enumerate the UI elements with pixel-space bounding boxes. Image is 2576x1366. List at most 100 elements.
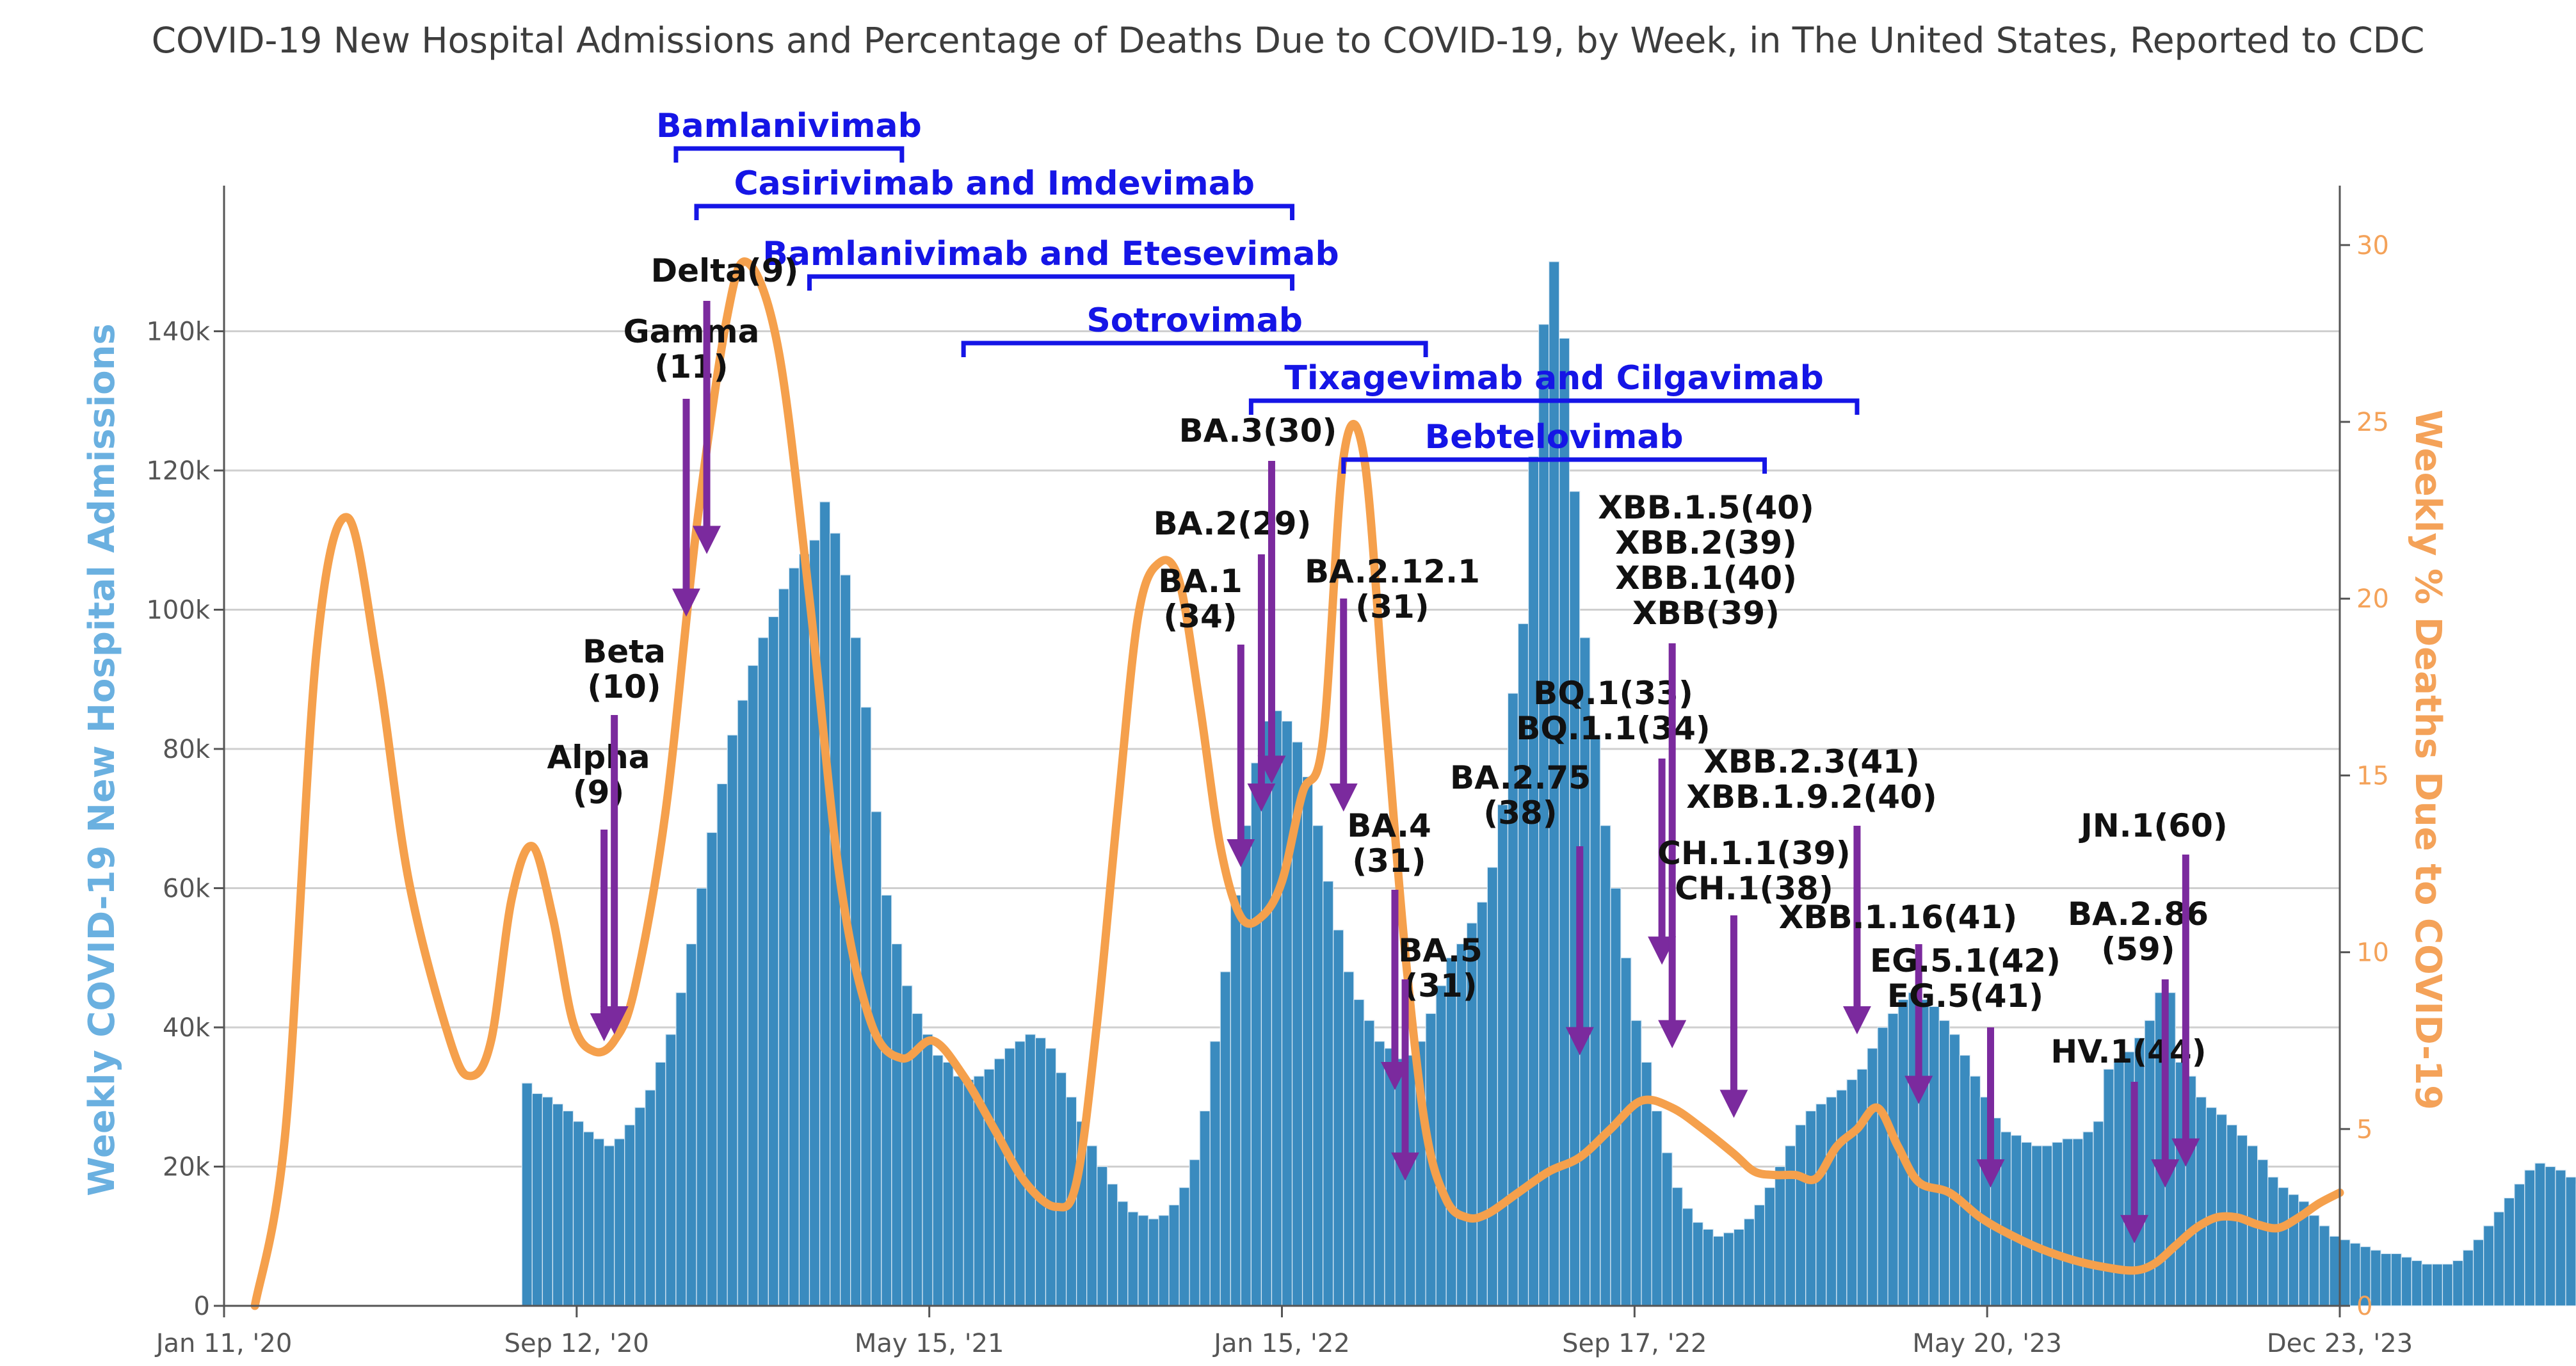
admissions-bar xyxy=(2052,1141,2063,1306)
admissions-bar xyxy=(2545,1166,2556,1306)
admissions-bar xyxy=(2082,1131,2094,1306)
variant-label: (38) xyxy=(1483,794,1557,832)
admissions-bar xyxy=(1887,1013,1899,1306)
admissions-bar xyxy=(1630,1020,1642,1306)
admissions-bar xyxy=(1230,894,1241,1306)
admissions-bar xyxy=(572,1121,584,1306)
y-tick-label-right: 30 xyxy=(2356,231,2389,261)
variant-annotations: Alpha(9)Beta(10)Gamma(11)Delta(9)BA.1(34… xyxy=(547,252,2228,1244)
admissions-bar xyxy=(2493,1211,2505,1306)
admissions-bar xyxy=(1199,1110,1211,1306)
variant-label: XBB.1.5(40) xyxy=(1598,489,1814,526)
admissions-bar xyxy=(1815,1104,1827,1306)
admissions-bar xyxy=(2062,1138,2073,1306)
y-tick-label-left: 80k xyxy=(163,735,211,764)
therapy-label: Bamlanivimab xyxy=(656,107,922,145)
admissions-bar xyxy=(2390,1253,2402,1306)
admissions-bar xyxy=(1661,1152,1673,1306)
admissions-bar xyxy=(655,1061,666,1306)
admissions-bar xyxy=(593,1138,605,1306)
admissions-bar xyxy=(1805,1110,1817,1306)
admissions-bar xyxy=(1928,1006,1940,1306)
admissions-bar xyxy=(1301,776,1314,1306)
admissions-bar xyxy=(2462,1249,2474,1306)
admissions-bar xyxy=(1127,1211,1139,1306)
y-tick-label-left: 0 xyxy=(194,1292,210,1321)
admissions-bar xyxy=(1610,887,1622,1306)
variant-label: BA.1 xyxy=(1158,563,1243,600)
variant-label: Delta(9) xyxy=(651,252,799,289)
admissions-bar xyxy=(1117,1201,1129,1306)
admissions-bar xyxy=(1158,1215,1170,1306)
admissions-bar xyxy=(1333,929,1344,1306)
admissions-bar xyxy=(2452,1260,2464,1306)
admissions-bar xyxy=(2442,1264,2454,1306)
variant-label: Gamma xyxy=(624,313,760,350)
variant-label: XBB.1.9.2(40) xyxy=(1686,778,1936,816)
admissions-bar xyxy=(2555,1169,2566,1306)
therapy-label: Bebtelovimab xyxy=(1425,418,1684,456)
admissions-bar xyxy=(871,811,882,1306)
admissions-bar xyxy=(2000,1131,2012,1306)
admissions-bar xyxy=(1312,825,1324,1306)
variant-label: BA.5 xyxy=(1398,932,1483,969)
admissions-bar xyxy=(963,1079,974,1306)
admissions-bar xyxy=(1795,1124,1807,1306)
admissions-bar xyxy=(1600,825,1611,1306)
admissions-bar xyxy=(2319,1225,2330,1306)
therapy-bracket xyxy=(961,341,1428,357)
admissions-bar xyxy=(2411,1260,2422,1306)
x-tick-label: Sep 17, '22 xyxy=(1562,1329,1707,1358)
admissions-bar xyxy=(1826,1097,1837,1306)
admissions-bar xyxy=(2031,1145,2043,1306)
chart-title: COVID-19 New Hospital Admissions and Per… xyxy=(152,20,2425,61)
admissions-bar xyxy=(1692,1221,1703,1306)
admissions-bar xyxy=(1877,1027,1888,1306)
admissions-bar xyxy=(1764,1187,1776,1306)
admissions-bar xyxy=(1753,1204,1766,1306)
admissions-bar xyxy=(1846,1079,1858,1306)
admissions-bar xyxy=(727,734,738,1306)
variant-label: XBB.1(40) xyxy=(1615,559,1797,597)
variant-label: XBB.2(39) xyxy=(1615,524,1797,561)
admissions-bar xyxy=(2216,1114,2228,1306)
admissions-bar xyxy=(737,700,748,1306)
admissions-bar xyxy=(953,1075,964,1306)
admissions-bar xyxy=(1220,971,1231,1306)
admissions-bar xyxy=(798,553,810,1306)
admissions-bar xyxy=(1384,1048,1396,1306)
admissions-bar xyxy=(665,1034,677,1306)
variant-label: EG.5(41) xyxy=(1887,977,2043,1015)
therapy-bracket xyxy=(694,204,1295,220)
admissions-bar xyxy=(1271,710,1283,1306)
admissions-bar xyxy=(583,1131,595,1306)
therapy-bracket xyxy=(673,146,905,163)
admissions-bar xyxy=(2472,1239,2484,1306)
admissions-bar xyxy=(1651,1110,1662,1306)
right-axis-title: Weekly % Deaths Due to COVID-19 xyxy=(2407,410,2449,1110)
admissions-bar xyxy=(1969,1075,1981,1306)
admissions-bar xyxy=(757,637,769,1306)
therapy-label: Bamlanivimab and Etesevimab xyxy=(762,235,1339,273)
variant-label: BQ.1.1(34) xyxy=(1516,710,1710,747)
admissions-bar xyxy=(942,1061,954,1306)
admissions-bar xyxy=(2011,1134,2022,1306)
variant-label: CH.1.1(39) xyxy=(1657,835,1850,872)
admissions-bar xyxy=(2308,1215,2320,1306)
admissions-bar xyxy=(2195,1097,2207,1306)
admissions-bar xyxy=(1179,1187,1190,1306)
admissions-bar xyxy=(1189,1159,1200,1306)
admissions-bar xyxy=(2329,1235,2340,1306)
therapy-label: Casirivimab and Imdevimab xyxy=(734,165,1255,203)
admissions-bar xyxy=(2072,1138,2084,1306)
admissions-bar xyxy=(1590,734,1601,1306)
admissions-bar xyxy=(1743,1218,1755,1306)
admissions-bar xyxy=(2565,1177,2576,1306)
x-tick-label: Jan 15, '22 xyxy=(1212,1329,1350,1358)
admissions-bar xyxy=(1836,1089,1847,1306)
admissions-bar xyxy=(1323,881,1334,1306)
admissions-bar xyxy=(1723,1232,1735,1306)
admissions-bar xyxy=(2205,1107,2218,1306)
admissions-bar xyxy=(1712,1235,1724,1306)
